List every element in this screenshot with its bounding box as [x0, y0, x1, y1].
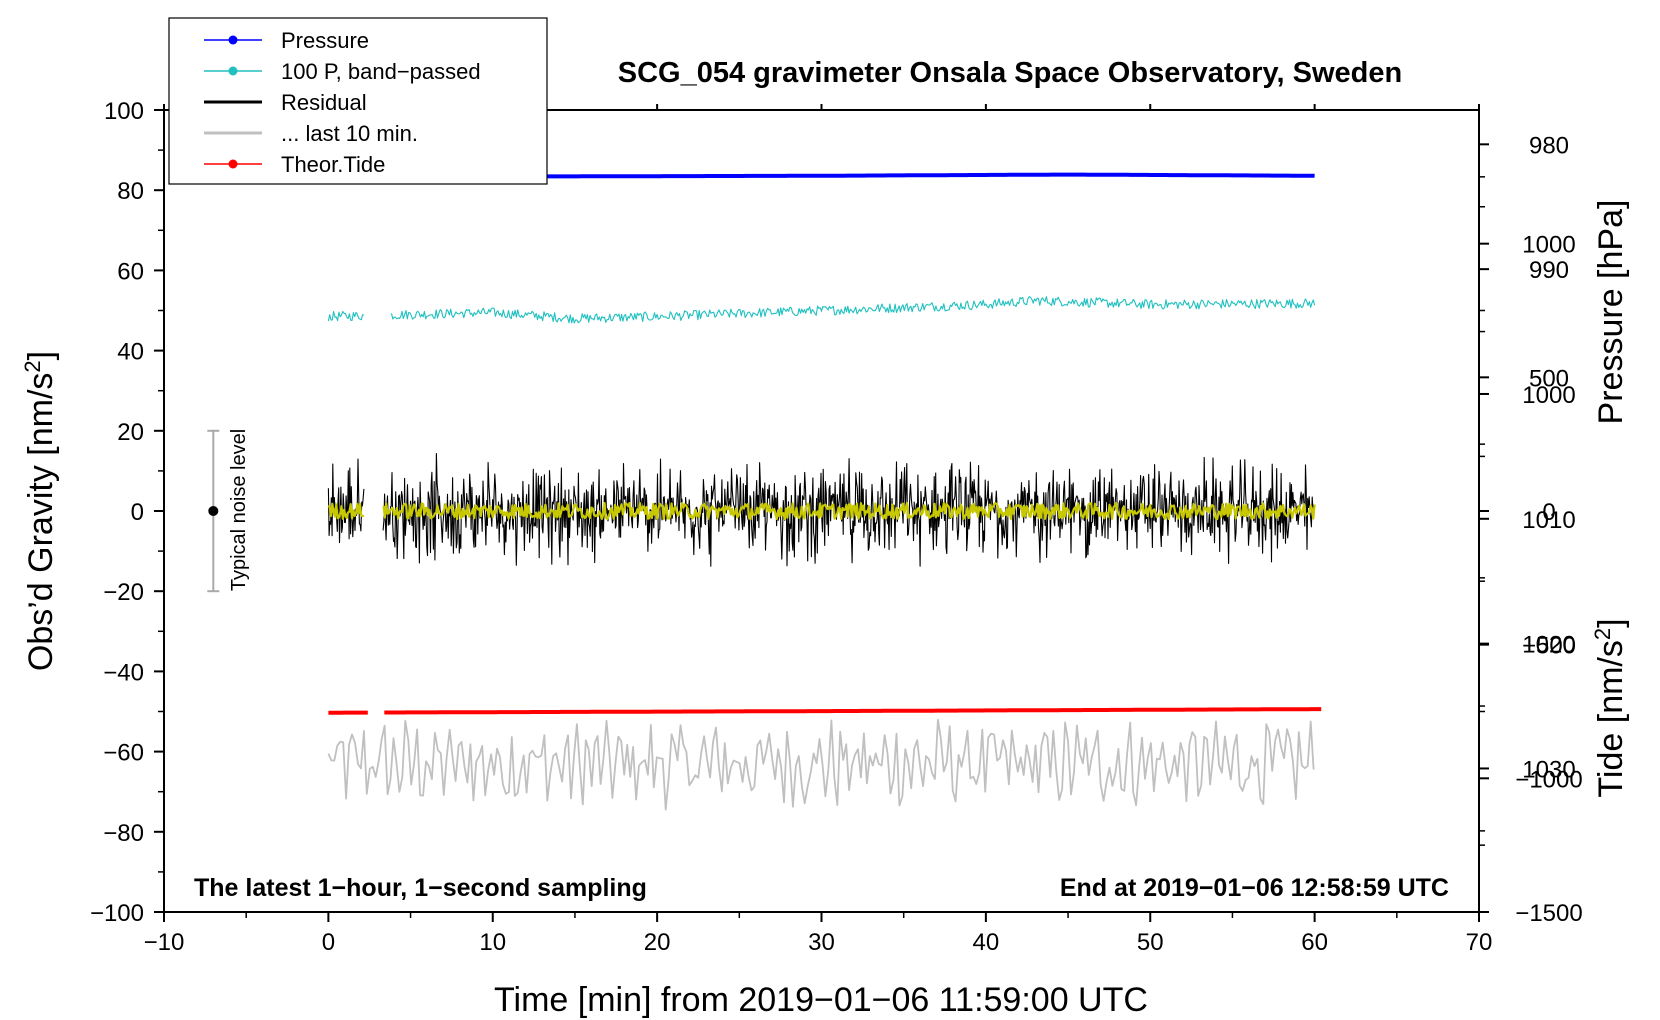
noise-level-indicator — [207, 429, 220, 593]
legend-marker — [228, 66, 238, 76]
annotation-right: End at 2019−01−06 12:58:59 UTC — [1060, 874, 1449, 902]
series-residual-smoothed — [327, 502, 365, 520]
y-tick-label: −100 — [90, 900, 144, 927]
series-theor-tide — [384, 707, 1322, 715]
y-axis-label: Obs’d Gravity [nm/s2] — [20, 351, 60, 671]
tide-tick-label: 500 — [1529, 365, 1569, 392]
y-tick-label: 20 — [117, 419, 144, 446]
x-tick-label: 70 — [1466, 929, 1493, 956]
tide-axis-label-end: ] — [1592, 618, 1630, 627]
y-axis-label-end: ] — [22, 351, 60, 360]
tide-tick-label: 0 — [1542, 499, 1555, 526]
series-residual-smoothed — [382, 501, 1316, 521]
tide-axis-label-sup: 2 — [1590, 628, 1615, 640]
legend-items: Pressure 100 P, band−passed Residual ... la… — [204, 28, 481, 177]
x-tick-label: 60 — [1301, 929, 1328, 956]
tide-tick-label: −500 — [1522, 633, 1576, 660]
x-tick-label: −10 — [144, 929, 185, 956]
series-last-10-min — [327, 718, 1315, 811]
y-tick-label: −60 — [103, 740, 144, 767]
tide-tick-label: −1500 — [1515, 900, 1582, 927]
x-axis-label: Time [min] from 2019−01−06 11:59:00 UTC — [494, 981, 1148, 1019]
series-residual — [327, 458, 365, 544]
pressure-tick-label: 990 — [1529, 257, 1569, 284]
x-tick-label: 20 — [644, 929, 671, 956]
x-tick-label: 50 — [1137, 929, 1164, 956]
pressure-tick-label: 980 — [1529, 132, 1569, 159]
legend-label: Residual — [281, 90, 367, 115]
series-residual — [382, 453, 1315, 567]
x-tick-label: 40 — [973, 929, 1000, 956]
pressure-tick-label: 1010 — [1522, 507, 1575, 534]
legend-label: Pressure — [281, 28, 369, 53]
legend-marker — [228, 35, 238, 45]
series-100-p-band-passed — [390, 296, 1316, 324]
y-axis-label-sup: 2 — [20, 360, 45, 372]
noise-level-label: Typical noise level — [228, 429, 250, 591]
y-tick-label: −20 — [103, 579, 144, 606]
x-tick-label: 30 — [808, 929, 835, 956]
legend-label: Theor.Tide — [281, 152, 385, 177]
y-tick-label: 60 — [117, 258, 144, 285]
y-tick-label: 80 — [117, 178, 144, 205]
pressure-tick-label: 1030 — [1522, 756, 1575, 783]
y-tick-label: 40 — [117, 339, 144, 366]
pressure-tick-label: 1000 — [1522, 382, 1575, 409]
chart-title: SCG_054 gravimeter Onsala Space Observat… — [618, 57, 1402, 89]
annotation-left: The latest 1−hour, 1−second sampling — [194, 874, 647, 902]
tide-tick-label: −1000 — [1515, 766, 1582, 793]
tide-axis-label-main: Tide [nm/s — [1592, 640, 1630, 797]
noise-bar-center-dot — [208, 506, 219, 516]
pressure-tick-label: 1020 — [1522, 632, 1575, 659]
y-tick-label: −80 — [103, 820, 144, 847]
legend-marker — [228, 159, 238, 169]
series-100-p-band-passed — [327, 310, 364, 322]
legend: Pressure 100 P, band−passed Residual ... la… — [168, 17, 548, 185]
tide-axis-label: Tide [nm/s2] — [1590, 618, 1630, 797]
y-tick-label: 0 — [131, 499, 144, 526]
legend-label: ... last 10 min. — [281, 121, 418, 146]
series-layer — [327, 172, 1322, 811]
x-tick-label: 10 — [479, 929, 506, 956]
y-tick-label: 100 — [104, 98, 144, 125]
pressure-axis-label: Pressure [hPa] — [1592, 200, 1630, 425]
y-axis-label-main: Obs’d Gravity [nm/s — [22, 373, 60, 672]
legend-label: 100 P, band−passed — [281, 59, 481, 84]
axis-layer: −10 0 10 20 30 40 50 60 70100806040200−20−40−60−… — [90, 98, 1583, 956]
y-tick-label: −40 — [103, 659, 144, 686]
tide-tick-label: 1000 — [1522, 232, 1575, 259]
x-tick-label: 0 — [322, 929, 335, 956]
